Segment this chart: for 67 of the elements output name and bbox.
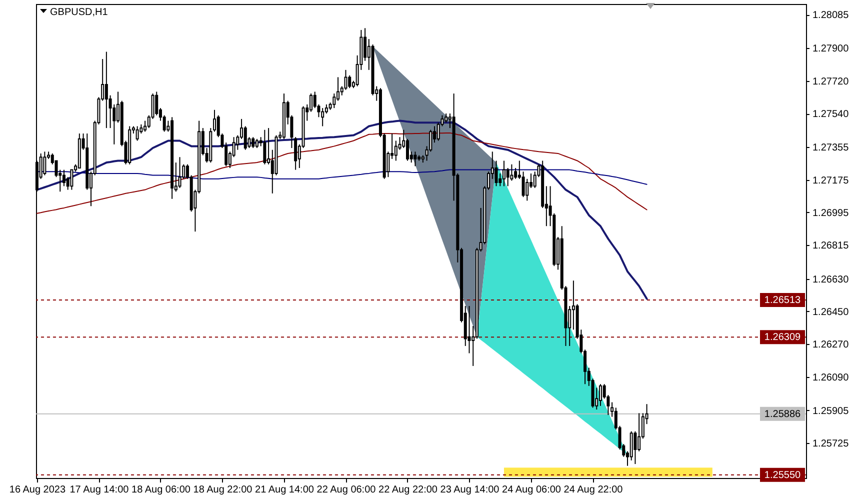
y-tick-label: 1.25725: [812, 438, 850, 450]
candlestick: [514, 167, 518, 180]
x-tick-label: 16 Aug 2023: [9, 484, 66, 496]
candlestick: [178, 156, 182, 188]
candlestick: [324, 104, 328, 114]
y-tick-label: 1.26090: [812, 372, 850, 384]
y-tick-label: 1.27355: [812, 142, 850, 154]
candlestick: [394, 140, 398, 162]
y-tick-label: 1.25905: [812, 406, 850, 417]
candlestick: [244, 126, 247, 150]
candlestick: [506, 167, 510, 187]
x-tick-label: 17 Aug 14:00: [70, 484, 130, 496]
candlestick: [444, 113, 448, 124]
y-tick-label: 1.27540: [812, 109, 850, 120]
line-series: [36, 132, 648, 214]
y-tick-label: 1.26995: [812, 208, 850, 219]
candlestick: [155, 91, 158, 116]
candlestick: [321, 108, 324, 127]
chart-title: GBPUSD,H1: [50, 7, 108, 18]
candlestick: [634, 430, 637, 465]
candlestick: [62, 169, 66, 187]
x-tick-label: 22 Aug 06:00: [316, 484, 376, 496]
ref-line-label: 1.25550: [764, 470, 802, 481]
ref-line-label: 1.26513: [764, 295, 802, 306]
y-tick-label: 1.27175: [812, 175, 850, 186]
y-tick-label: 1.26450: [812, 306, 850, 318]
candlestick: [70, 169, 74, 190]
x-tick-label: 22 Aug 22:00: [378, 484, 438, 496]
x-tick-label: 18 Aug 22:00: [193, 484, 253, 496]
candlestick: [414, 151, 417, 167]
candlestick: [255, 138, 258, 149]
candlestick: [136, 126, 139, 142]
candlestick: [630, 430, 633, 461]
candlestick: [406, 138, 409, 162]
y-tick-label: 1.27720: [812, 76, 850, 88]
candlestick: [522, 171, 525, 198]
x-tick-label: 18 Aug 06:00: [131, 484, 191, 496]
candlestick: [598, 384, 602, 406]
candlestick: [494, 160, 498, 187]
candlestick: [310, 93, 312, 112]
y-tick-label: 1.26815: [812, 240, 850, 252]
ref-line-label: 1.25886: [764, 408, 802, 420]
candlestick: [468, 306, 471, 354]
candlestick: [526, 178, 529, 202]
y-tick-label: 1.26630: [812, 274, 850, 286]
candlestick: [294, 136, 298, 170]
line-series: [36, 120, 648, 300]
x-tick-label: 21 Aug 14:00: [255, 484, 314, 496]
candlestick: [348, 74, 352, 89]
candlestick: [144, 120, 147, 132]
candlestick: [502, 160, 506, 187]
x-tick-label: 24 Aug 06:00: [502, 484, 562, 496]
candlestick: [213, 109, 216, 132]
candlestick: [104, 51, 108, 129]
candlestick: [43, 151, 46, 176]
candlestick: [263, 129, 266, 165]
ref-line-label: 1.26309: [764, 332, 802, 344]
candlestick: [364, 28, 367, 62]
x-tick-label: 23 Aug 14:00: [440, 484, 500, 496]
y-tick-label: 1.27900: [812, 44, 850, 55]
candlestick: [336, 76, 340, 102]
candlestick: [252, 136, 255, 149]
x-tick-label: 24 Aug 22:00: [564, 484, 624, 496]
candlestick: [638, 412, 641, 452]
candlestick: [332, 93, 336, 109]
y-tick-label: 1.26270: [812, 340, 850, 351]
y-tick-label: 1.28085: [812, 10, 850, 22]
